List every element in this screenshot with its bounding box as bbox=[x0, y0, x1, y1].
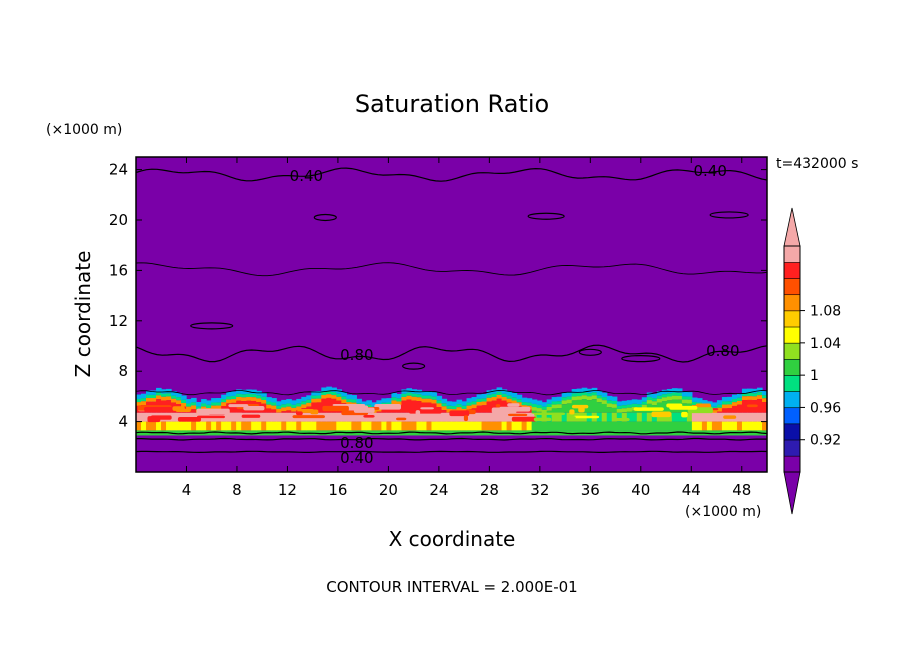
colorbar-label: 1.04 bbox=[810, 336, 841, 352]
x-axis-ticks: 4 8 12 16 20 24 28 32 36 40 44 48 bbox=[182, 157, 751, 499]
colorbar-label: 1 bbox=[810, 368, 819, 384]
y-axis-ticks: 4 8 12 16 20 24 bbox=[109, 161, 767, 431]
contour-label: 0.40 bbox=[290, 167, 323, 185]
x-tick-label: 8 bbox=[232, 481, 242, 499]
colorbar-swatch bbox=[783, 374, 801, 392]
colorbar-swatch bbox=[783, 358, 801, 376]
colorbar-swatch bbox=[783, 407, 801, 425]
colorbar-swatch bbox=[783, 245, 801, 263]
x-tick-label: 16 bbox=[328, 481, 347, 499]
contour-loop bbox=[402, 362, 426, 370]
colorbar-frame bbox=[783, 245, 801, 473]
contour-interval-footer: CONTOUR INTERVAL = 2.000E-01 bbox=[326, 578, 577, 596]
x-unit-label: (×1000 m) bbox=[685, 504, 761, 520]
contour-label: 0.40 bbox=[694, 162, 727, 180]
contour-line bbox=[135, 431, 768, 435]
contour-line bbox=[135, 389, 768, 396]
z-unit-label: (×1000 m) bbox=[46, 122, 122, 138]
contour-line bbox=[135, 450, 768, 454]
colorbar-swatch bbox=[783, 455, 801, 473]
colorbar-swatch bbox=[783, 326, 801, 344]
colorbar-swatch bbox=[783, 439, 801, 457]
y-tick-label: 20 bbox=[109, 211, 128, 229]
contour-line bbox=[136, 437, 767, 441]
colorbar-top-arrow bbox=[783, 207, 801, 247]
colorbar-swatch bbox=[783, 423, 801, 441]
colorbar-label: 0.92 bbox=[810, 433, 841, 449]
plot-area bbox=[135, 156, 768, 473]
contour-loop bbox=[313, 213, 337, 222]
contour-loop bbox=[621, 355, 661, 363]
x-tick-label: 24 bbox=[429, 481, 448, 499]
contour-loop bbox=[190, 322, 234, 330]
contour-label: 0.80 bbox=[340, 346, 373, 364]
contour-loop bbox=[578, 348, 602, 356]
y-tick-label: 24 bbox=[109, 161, 128, 179]
x-axis-label: X coordinate bbox=[389, 527, 516, 551]
colorbar-label: 1.08 bbox=[810, 304, 841, 320]
contour-label: 0.80 bbox=[340, 434, 373, 452]
x-tick-label: 36 bbox=[581, 481, 600, 499]
plot-frame bbox=[135, 156, 768, 473]
x-tick-label: 20 bbox=[379, 481, 398, 499]
colorbar-swatch bbox=[783, 310, 801, 328]
colorbar-swatch bbox=[783, 390, 801, 409]
contour-labels: 0.40 0.400.80 0.800.800.40 bbox=[290, 162, 740, 467]
colorbar-label: 0.96 bbox=[810, 400, 841, 416]
x-tick-label: 48 bbox=[732, 481, 751, 499]
contour-lines bbox=[135, 167, 768, 454]
chart-title: Saturation Ratio bbox=[355, 90, 549, 118]
x-tick-label: 12 bbox=[278, 481, 297, 499]
x-tick-label: 44 bbox=[682, 481, 701, 499]
x-tick-label: 32 bbox=[530, 481, 549, 499]
x-tick-label: 4 bbox=[182, 481, 192, 499]
contour-line bbox=[135, 344, 768, 363]
contour-label: 0.40 bbox=[340, 449, 373, 467]
x-tick-label: 40 bbox=[631, 481, 650, 499]
contour-line bbox=[135, 262, 768, 277]
contour-loop bbox=[709, 211, 749, 219]
x-tick-label: 28 bbox=[480, 481, 499, 499]
contour-label: 0.80 bbox=[706, 342, 739, 360]
time-label: t=432000 s bbox=[776, 156, 858, 172]
y-tick-label: 16 bbox=[109, 261, 128, 279]
colorbar-bottom-arrow bbox=[783, 471, 801, 515]
y-axis-label: Z coordinate bbox=[71, 251, 95, 378]
colorbar-swatch bbox=[783, 277, 801, 296]
colorbar-swatch bbox=[783, 294, 801, 312]
colorbar: 0.92 0.96 1 1.04 1.08 bbox=[783, 207, 841, 515]
y-tick-label: 12 bbox=[109, 312, 128, 330]
contour-loop bbox=[527, 212, 565, 220]
y-tick-label: 4 bbox=[118, 413, 128, 431]
colorbar-swatch bbox=[783, 342, 801, 360]
y-tick-label: 8 bbox=[118, 362, 128, 380]
contour-line bbox=[135, 167, 768, 182]
colorbar-swatch bbox=[783, 261, 801, 279]
